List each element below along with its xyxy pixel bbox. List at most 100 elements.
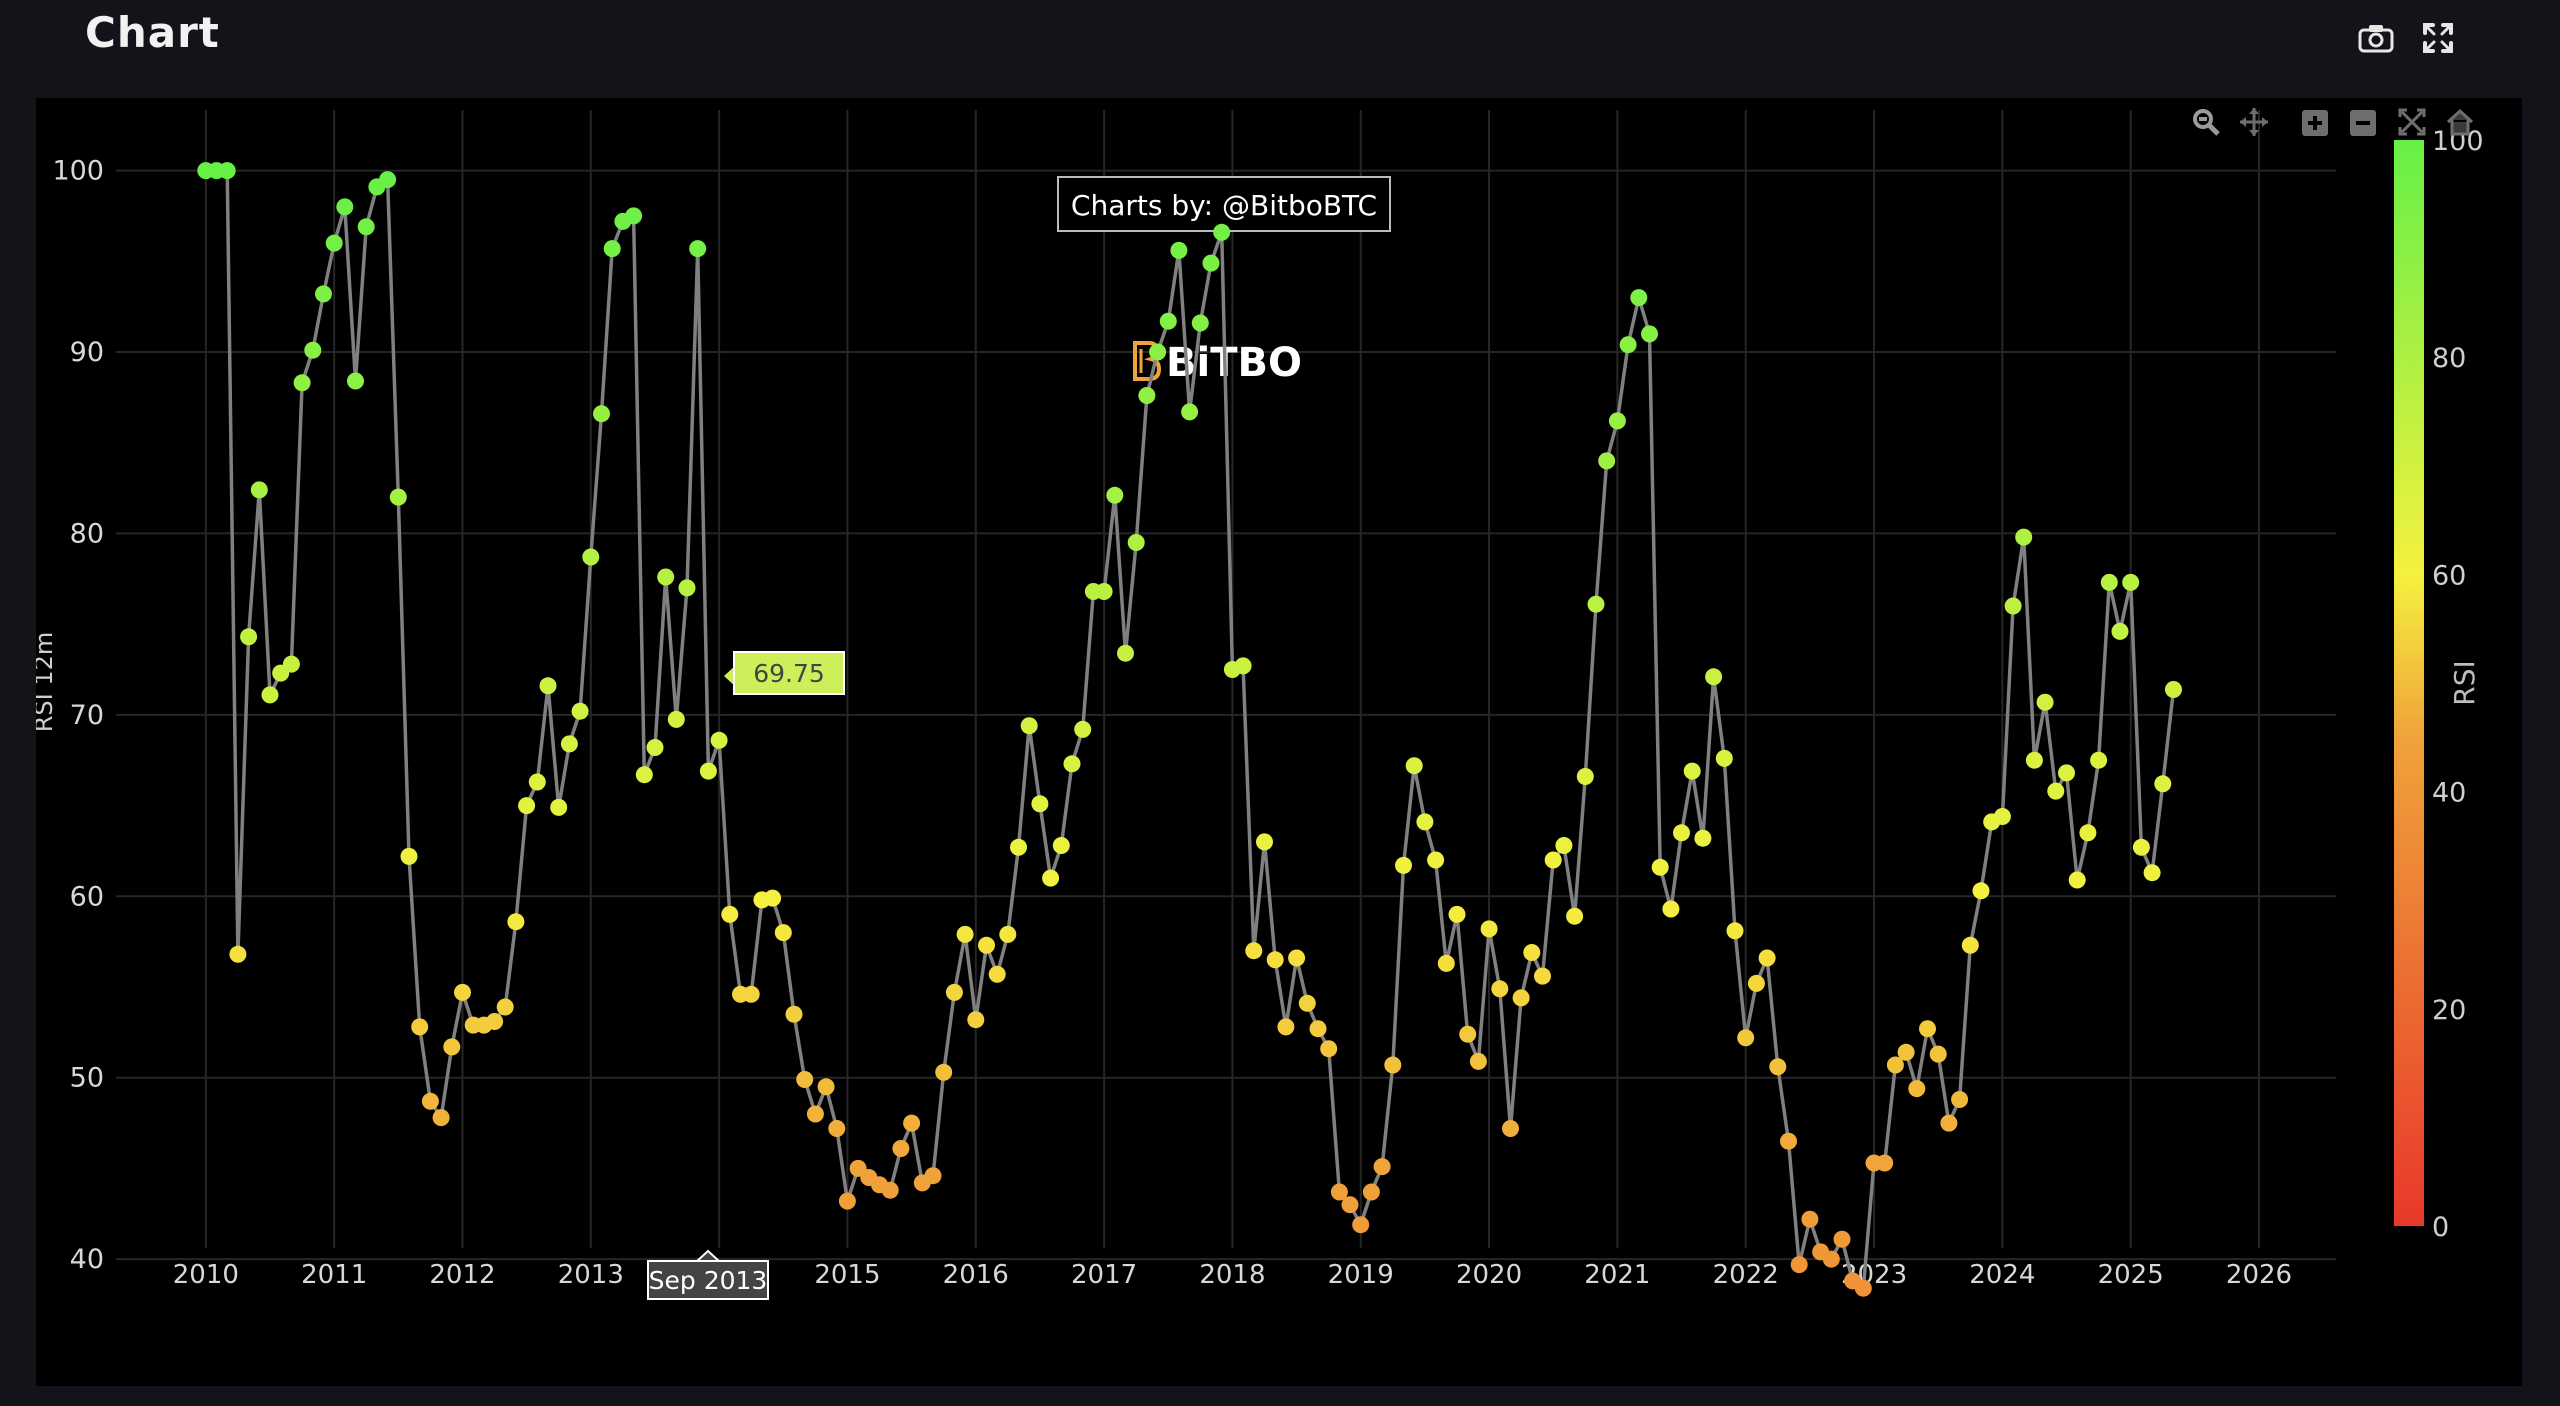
data-point[interactable] <box>678 579 696 597</box>
data-point[interactable] <box>1437 954 1455 972</box>
data-point[interactable] <box>1886 1056 1904 1074</box>
rsi-chart[interactable]: 2010201120122013201420152016201720182019… <box>30 98 2522 1386</box>
data-point[interactable] <box>593 405 610 423</box>
data-point[interactable] <box>2079 824 2097 842</box>
data-point[interactable] <box>347 372 364 390</box>
data-point[interactable] <box>1448 905 1466 923</box>
data-point[interactable] <box>1801 1210 1819 1228</box>
data-point[interactable] <box>935 1063 953 1081</box>
data-point[interactable] <box>967 1011 985 1029</box>
data-point[interactable] <box>240 628 258 646</box>
data-point[interactable] <box>1876 1154 1894 1172</box>
data-point[interactable] <box>1352 1216 1370 1234</box>
data-point[interactable] <box>1117 644 1134 662</box>
data-point[interactable] <box>1395 856 1412 874</box>
data-point[interactable] <box>603 240 621 258</box>
data-point[interactable] <box>1544 851 1562 869</box>
data-point[interactable] <box>1266 951 1284 969</box>
data-point[interactable] <box>293 374 311 392</box>
data-point[interactable] <box>1245 942 1263 960</box>
data-point[interactable] <box>411 1018 429 1036</box>
data-point[interactable] <box>518 797 536 815</box>
data-point[interactable] <box>1512 989 1530 1007</box>
data-point[interactable] <box>1523 944 1541 961</box>
data-point[interactable] <box>1651 858 1669 876</box>
data-point[interactable] <box>1074 720 1092 738</box>
data-point[interactable] <box>1737 1029 1755 1047</box>
data-point[interactable] <box>539 677 557 695</box>
data-point[interactable] <box>1662 900 1680 918</box>
data-point[interactable] <box>625 207 643 225</box>
data-point[interactable] <box>2068 871 2086 889</box>
data-point[interactable] <box>1673 824 1690 842</box>
data-point[interactable] <box>1587 595 1605 613</box>
data-point[interactable] <box>1940 1114 1958 1132</box>
data-point[interactable] <box>1042 869 1060 887</box>
data-point[interactable] <box>1010 838 1027 856</box>
data-point[interactable] <box>2047 782 2065 800</box>
data-point[interactable] <box>261 686 279 704</box>
data-point[interactable] <box>1502 1120 1519 1137</box>
data-point[interactable] <box>571 702 589 720</box>
data-point[interactable] <box>2015 528 2033 546</box>
data-point[interactable] <box>1491 980 1509 998</box>
data-point[interactable] <box>550 798 568 816</box>
data-point[interactable] <box>1213 223 1231 241</box>
data-point[interactable] <box>1341 1196 1359 1214</box>
data-point[interactable] <box>1138 387 1156 404</box>
data-point[interactable] <box>357 218 375 236</box>
data-point[interactable] <box>507 913 525 931</box>
data-point[interactable] <box>903 1114 921 1132</box>
data-point[interactable] <box>1288 949 1306 967</box>
data-point[interactable] <box>924 1167 942 1185</box>
data-point[interactable] <box>1790 1256 1808 1274</box>
camera-icon[interactable] <box>2352 14 2400 62</box>
data-point[interactable] <box>1683 762 1701 780</box>
data-point[interactable] <box>218 162 236 180</box>
data-point[interactable] <box>785 1005 803 1023</box>
data-point[interactable] <box>1908 1080 1926 1098</box>
data-point[interactable] <box>1951 1091 1969 1108</box>
data-point[interactable] <box>1020 717 1038 735</box>
data-point[interactable] <box>1919 1020 1936 1038</box>
data-point[interactable] <box>1822 1250 1840 1268</box>
data-point[interactable] <box>1608 412 1626 430</box>
data-point[interactable] <box>443 1038 461 1056</box>
data-point[interactable] <box>1309 1020 1327 1038</box>
data-point[interactable] <box>1747 974 1765 992</box>
data-point[interactable] <box>1961 936 1979 954</box>
data-point[interactable] <box>1149 343 1167 361</box>
data-point[interactable] <box>806 1105 824 1123</box>
data-point[interactable] <box>1705 668 1723 686</box>
data-point[interactable] <box>2132 838 2150 856</box>
zoom-icon[interactable] <box>2193 109 2220 136</box>
data-point[interactable] <box>1031 795 1049 813</box>
data-point[interactable] <box>1373 1158 1391 1176</box>
data-point[interactable] <box>1416 813 1434 831</box>
data-point[interactable] <box>432 1109 450 1127</box>
data-point[interactable] <box>1598 452 1616 470</box>
data-point[interactable] <box>764 889 782 907</box>
data-point[interactable] <box>379 171 397 189</box>
data-point[interactable] <box>1362 1183 1380 1201</box>
data-point[interactable] <box>635 766 653 784</box>
data-point[interactable] <box>1384 1056 1402 1074</box>
data-point[interactable] <box>1191 314 1209 332</box>
data-point[interactable] <box>978 936 995 954</box>
data-point[interactable] <box>496 998 514 1016</box>
data-point[interactable] <box>774 924 792 942</box>
data-point[interactable] <box>1972 882 1990 900</box>
expand-icon[interactable] <box>2414 14 2462 62</box>
data-point[interactable] <box>486 1013 504 1030</box>
data-point[interactable] <box>945 983 963 1001</box>
data-point[interactable] <box>689 240 707 258</box>
data-point[interactable] <box>229 945 247 963</box>
data-point[interactable] <box>1641 325 1658 343</box>
data-point[interactable] <box>742 985 760 1003</box>
data-point[interactable] <box>828 1120 846 1137</box>
data-point[interactable] <box>250 481 268 499</box>
data-point[interactable] <box>582 548 600 566</box>
data-point[interactable] <box>1758 949 1776 967</box>
data-point[interactable] <box>1256 833 1273 851</box>
data-point[interactable] <box>1480 920 1498 938</box>
